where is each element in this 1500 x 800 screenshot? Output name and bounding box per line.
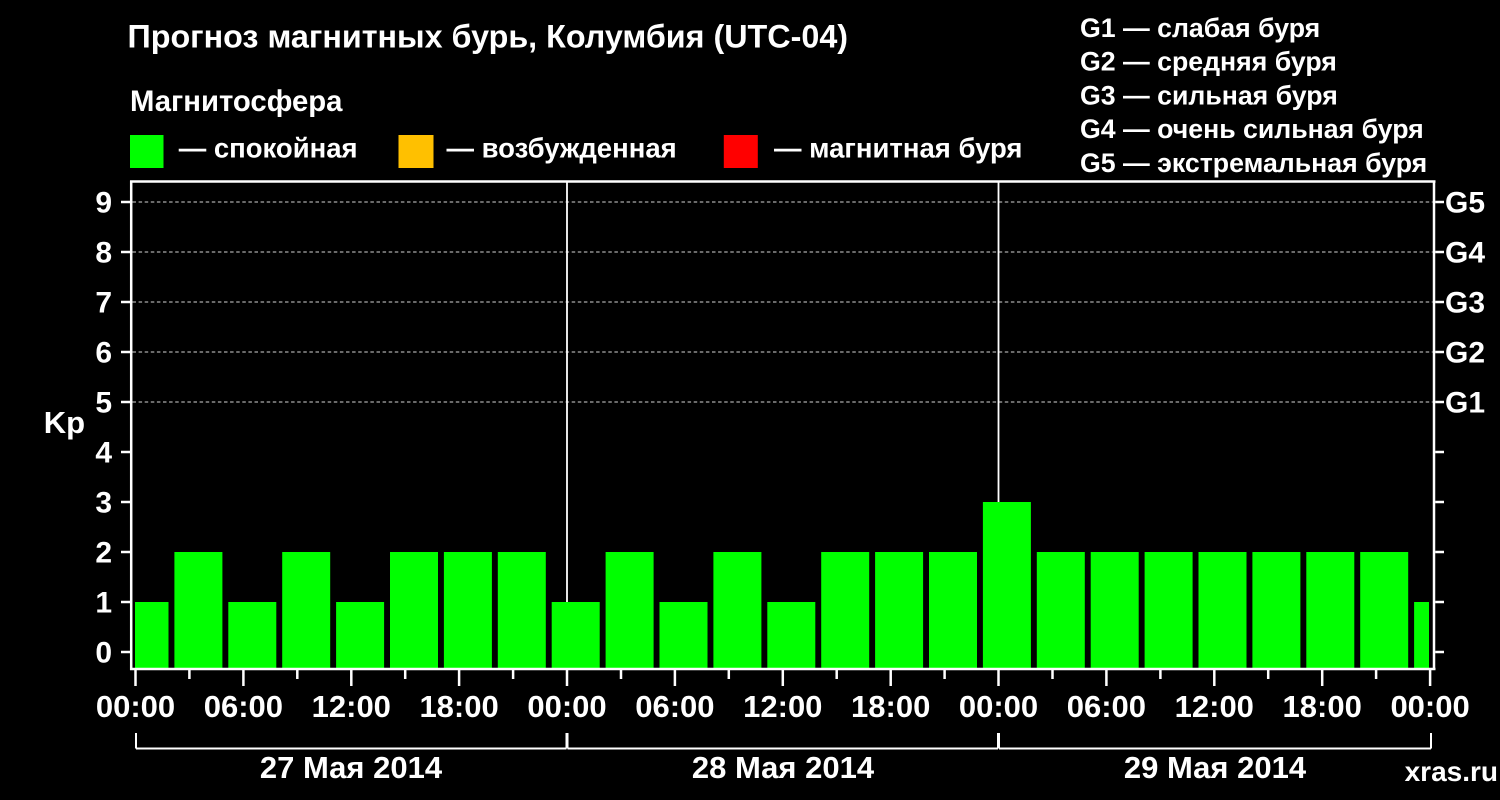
svg-text:2: 2 <box>95 537 112 570</box>
svg-text:12:00: 12:00 <box>312 689 391 724</box>
svg-text:4: 4 <box>95 437 112 470</box>
svg-text:06:00: 06:00 <box>204 689 283 724</box>
svg-text:27 Мая 2014: 27 Мая 2014 <box>260 750 443 785</box>
svg-text:06:00: 06:00 <box>1067 689 1146 724</box>
svg-text:G1: G1 <box>1445 387 1485 420</box>
svg-text:00:00: 00:00 <box>1390 689 1469 724</box>
svg-text:G2 — средняя буря: G2 — средняя буря <box>1080 47 1337 77</box>
svg-text:7: 7 <box>95 287 112 320</box>
svg-text:— спокойная: — спокойная <box>179 133 358 164</box>
svg-text:00:00: 00:00 <box>96 689 175 724</box>
svg-text:G5 — экстремальная буря: G5 — экстремальная буря <box>1080 148 1427 178</box>
svg-text:00:00: 00:00 <box>959 689 1038 724</box>
svg-text:G5: G5 <box>1445 187 1485 220</box>
svg-text:G4: G4 <box>1445 237 1485 270</box>
svg-text:12:00: 12:00 <box>743 689 822 724</box>
svg-text:Прогноз магнитных бурь, Колумб: Прогноз магнитных бурь, Колумбия (UTC-04… <box>128 19 849 55</box>
svg-text:G4 — очень сильная буря: G4 — очень сильная буря <box>1080 114 1424 144</box>
svg-text:G3: G3 <box>1445 287 1485 320</box>
svg-text:00:00: 00:00 <box>527 689 606 724</box>
svg-text:G1 — слабая буря: G1 — слабая буря <box>1080 13 1320 43</box>
svg-text:18:00: 18:00 <box>419 689 498 724</box>
svg-text:1: 1 <box>95 587 112 620</box>
svg-text:Магнитосфера: Магнитосфера <box>130 85 343 118</box>
svg-text:18:00: 18:00 <box>851 689 930 724</box>
svg-text:29 Мая 2014: 29 Мая 2014 <box>1124 750 1307 785</box>
svg-text:G3 — сильная буря: G3 — сильная буря <box>1080 81 1338 111</box>
svg-text:06:00: 06:00 <box>635 689 714 724</box>
svg-text:8: 8 <box>95 237 112 270</box>
svg-text:3: 3 <box>95 487 112 520</box>
svg-text:6: 6 <box>95 337 112 370</box>
svg-text:— магнитная буря: — магнитная буря <box>774 133 1022 164</box>
svg-text:Kp: Kp <box>44 405 85 440</box>
svg-text:5: 5 <box>95 387 112 420</box>
svg-text:9: 9 <box>95 187 112 220</box>
svg-text:0: 0 <box>95 637 112 670</box>
svg-text:G2: G2 <box>1445 337 1485 370</box>
svg-text:— возбужденная: — возбужденная <box>447 133 677 164</box>
svg-text:28 Мая 2014: 28 Мая 2014 <box>692 750 875 785</box>
svg-text:12:00: 12:00 <box>1175 689 1254 724</box>
svg-text:18:00: 18:00 <box>1283 689 1362 724</box>
svg-text:xras.ru: xras.ru <box>1405 756 1498 787</box>
